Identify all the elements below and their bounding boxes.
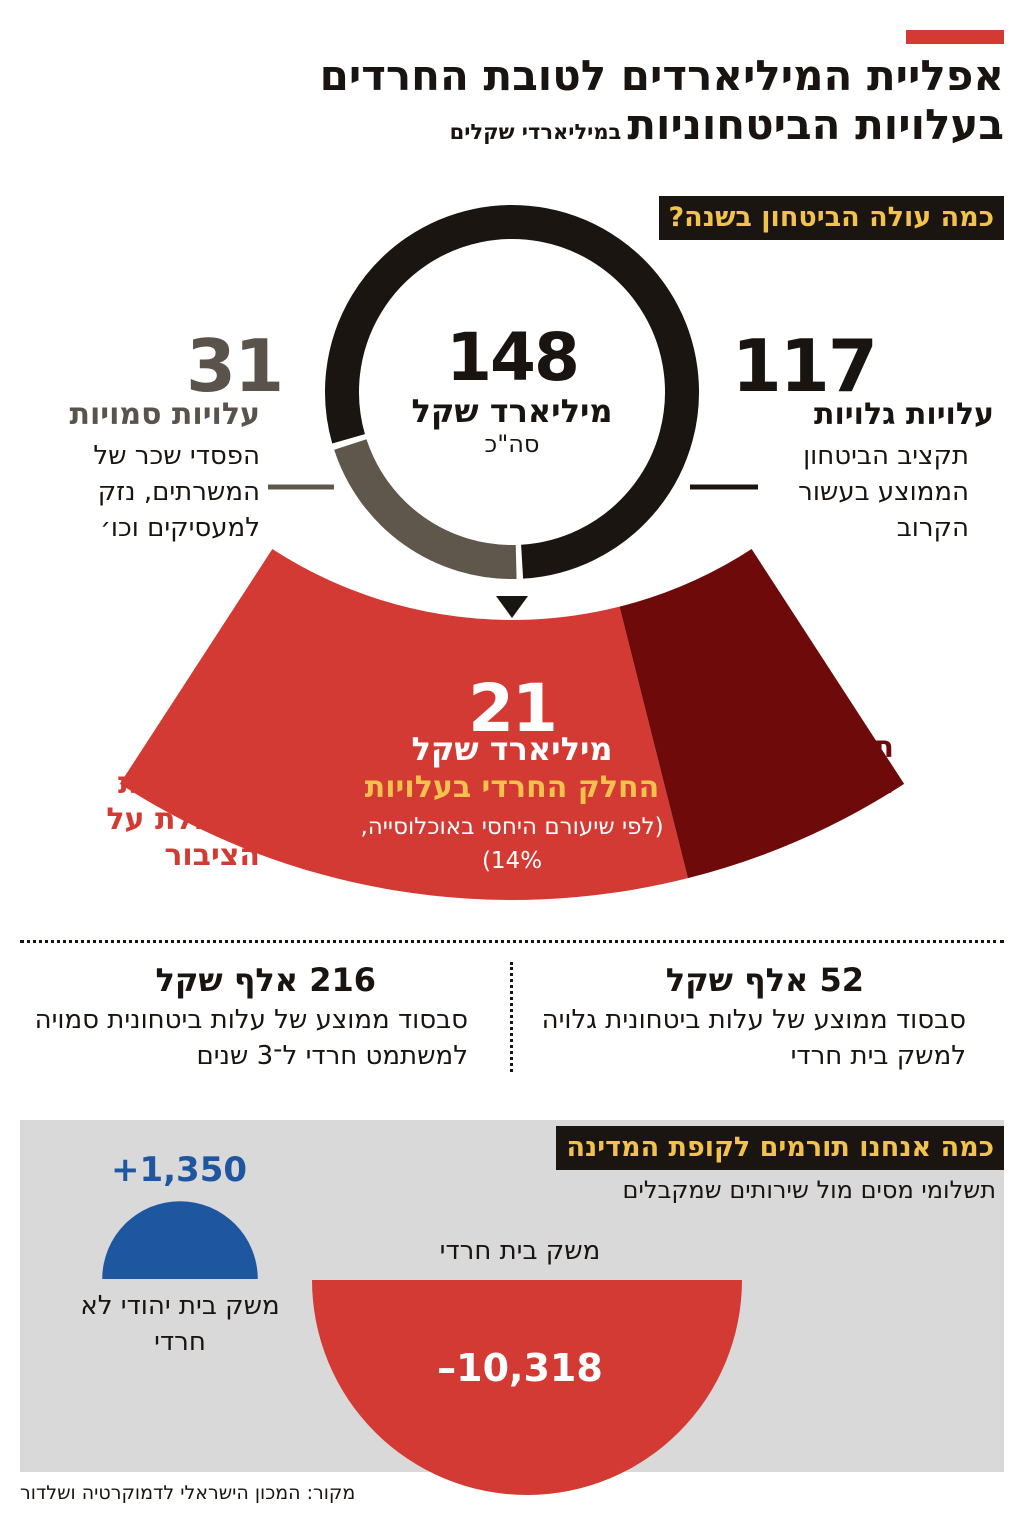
direct-cost-desc: תקציב הביטחון הממוצע בעשור הקרוב [798,441,969,543]
subtitle-row: בעלויות הביטחוניותבמיליארדי שקלים [104,100,1004,150]
haredi-share-unit: מיליארד שקל [411,730,613,768]
page-subtitle: בעלויות הביטחוניות [627,100,1004,149]
dotted-separator [510,962,513,1072]
hidden-cost-value: 31 [186,324,284,408]
stat-direct-head: 52 אלף שקל [665,961,864,999]
down-arrow-icon [496,596,528,618]
page-title: אפליית המיליארדים לטובת החרדים [319,51,1004,100]
total-cost-value: 148 [446,319,580,396]
non-haredi-household-label: משק בית יהודי לא חרדי [80,1291,280,1357]
direct-cost-title: עלויות גלויות [814,397,994,432]
direct-cost-value: 117 [731,324,878,408]
haredi-halfcircle [312,1280,742,1495]
public-burden-title: העלות הביטחונית שנופלת על הציבור [106,730,260,873]
section3-subtitle: תשלומי מסים מול שירותים שמקבלים [622,1176,996,1204]
stat-hidden-head: 216 אלף שקל [155,961,376,999]
non-haredi-halfcircle [102,1201,258,1279]
accent-bar [906,30,1004,44]
hidden-cost-title: עלויות סמויות [69,397,260,432]
unit-note: במיליארדי שקלים [449,120,622,144]
tax-value: 6 [774,658,824,742]
ring-segment-hidden [334,438,517,579]
stat-direct-desc: סבסוד ממוצע של עלות ביטחונית גלויה למשק … [541,1005,966,1071]
public-burden-value: 15 [186,658,284,742]
hidden-cost-desc: הפסדי שכר של המשרתים, נזק למעסיקים וכו׳ [93,441,260,543]
haredi-share-title: החלק החרדי בעלויות [364,770,660,805]
stat-hidden-desc: סבסוד ממוצע של עלות ביטחונית סמויה למשתמ… [34,1005,468,1071]
haredi-household-value: –10,318 [437,1346,603,1390]
total-cost-unit: מיליארד שקל [411,392,613,430]
dotted-divider [20,940,1004,943]
haredi-household-label: משק בית חרדי [439,1236,601,1266]
section1-label: כמה עולה הביטחון בשנה? [658,196,1004,240]
tax-title: תשלום מסים [801,730,894,801]
haredi-share-value: 21 [468,670,558,747]
fan-segment-tax [619,549,905,879]
total-cost-caption: סה"כ [484,430,540,458]
haredi-share-note: (לפי שיעורם היחסי באוכלוסייה, 14%) [360,814,664,874]
ring-segment-direct [325,205,699,579]
section3-label: כמה אנחנו תורמים לקופת המדינה [556,1126,1004,1170]
source-note: מקור: המכון הישראלי לדמוקרטיה ושלדור [20,1482,356,1504]
fan-segment-public [119,549,688,901]
non-haredi-household-value: +1,350 [110,1150,248,1190]
